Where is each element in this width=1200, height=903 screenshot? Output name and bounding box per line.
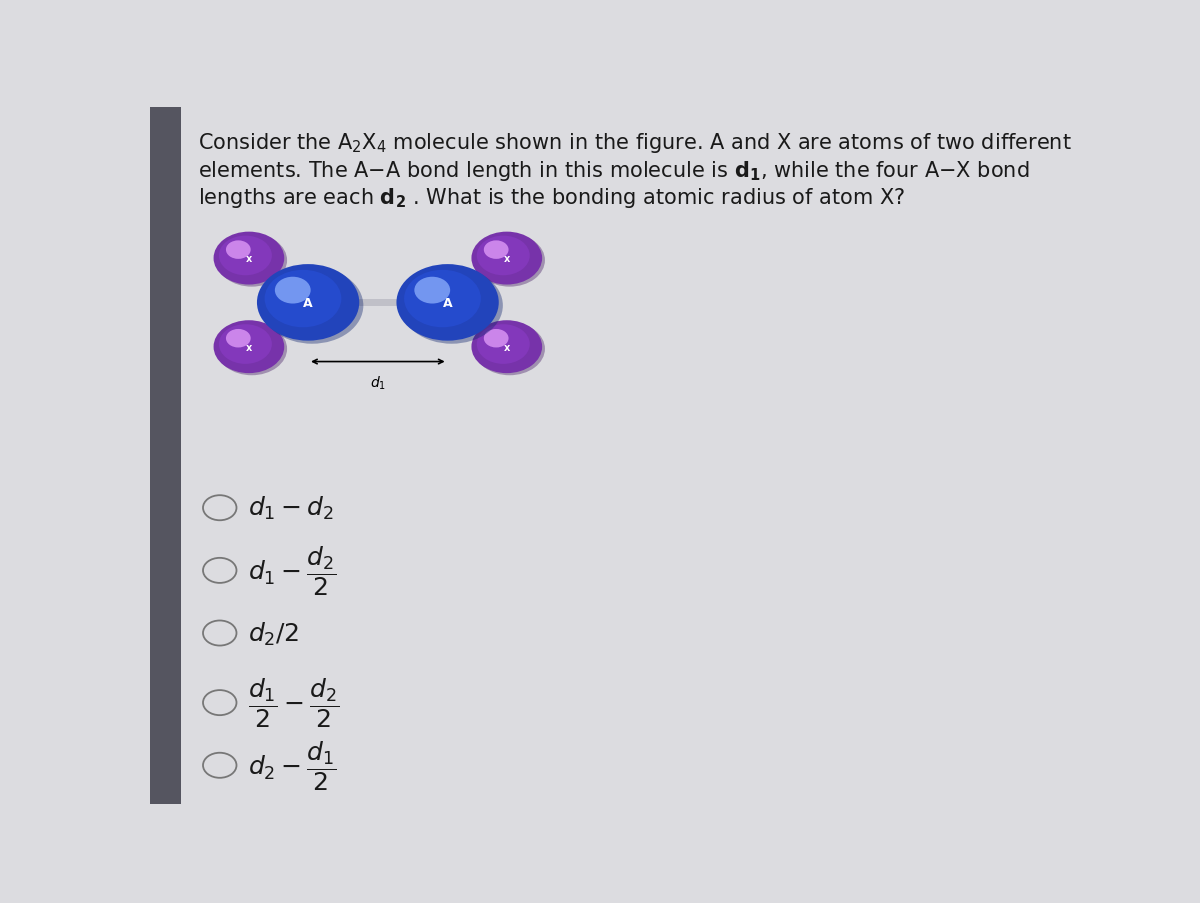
Circle shape [472, 232, 542, 285]
Circle shape [474, 235, 545, 287]
Text: $d_2$: $d_2$ [491, 269, 505, 285]
Text: $d_1 - \dfrac{d_2}{2}$: $d_1 - \dfrac{d_2}{2}$ [247, 545, 336, 597]
Text: x: x [504, 254, 510, 264]
Circle shape [226, 241, 251, 259]
Text: $\dfrac{d_1}{2} - \dfrac{d_2}{2}$: $\dfrac{d_1}{2} - \dfrac{d_2}{2}$ [247, 676, 338, 730]
Text: Consider the A$_2$X$_4$ molecule shown in the figure. A and X are atoms of two d: Consider the A$_2$X$_4$ molecule shown i… [198, 131, 1072, 154]
Text: x: x [246, 342, 252, 352]
Text: A: A [304, 296, 313, 310]
Text: $d_1 - d_2$: $d_1 - d_2$ [247, 495, 334, 522]
Circle shape [472, 321, 542, 374]
Circle shape [401, 268, 503, 344]
Bar [150, 108, 181, 804]
Circle shape [275, 277, 311, 304]
Circle shape [218, 325, 272, 365]
Text: elements. The A$-$A bond length in this molecule is $\mathbf{d_1}$, while the fo: elements. The A$-$A bond length in this … [198, 158, 1030, 182]
Circle shape [396, 265, 499, 341]
Circle shape [214, 232, 284, 285]
Circle shape [474, 323, 545, 376]
Circle shape [476, 237, 529, 276]
Circle shape [216, 323, 287, 376]
Text: x: x [504, 342, 510, 352]
Text: A: A [443, 296, 452, 310]
Circle shape [262, 268, 364, 344]
Circle shape [216, 235, 287, 287]
Circle shape [484, 241, 509, 259]
Text: lengths are each $\mathbf{d_2}$ . What is the bonding atomic radius of atom X?: lengths are each $\mathbf{d_2}$ . What i… [198, 186, 906, 210]
Circle shape [214, 321, 284, 374]
Circle shape [476, 325, 529, 365]
Text: x: x [246, 254, 252, 264]
Text: $d_2/2$: $d_2/2$ [247, 619, 299, 647]
Circle shape [226, 330, 251, 348]
Circle shape [404, 271, 481, 328]
Circle shape [414, 277, 450, 304]
Circle shape [257, 265, 359, 341]
Circle shape [484, 330, 509, 348]
Text: $d_1$: $d_1$ [370, 375, 386, 392]
Circle shape [265, 271, 341, 328]
Text: $d_2 - \dfrac{d_1}{2}$: $d_2 - \dfrac{d_1}{2}$ [247, 739, 336, 792]
Circle shape [218, 237, 272, 276]
